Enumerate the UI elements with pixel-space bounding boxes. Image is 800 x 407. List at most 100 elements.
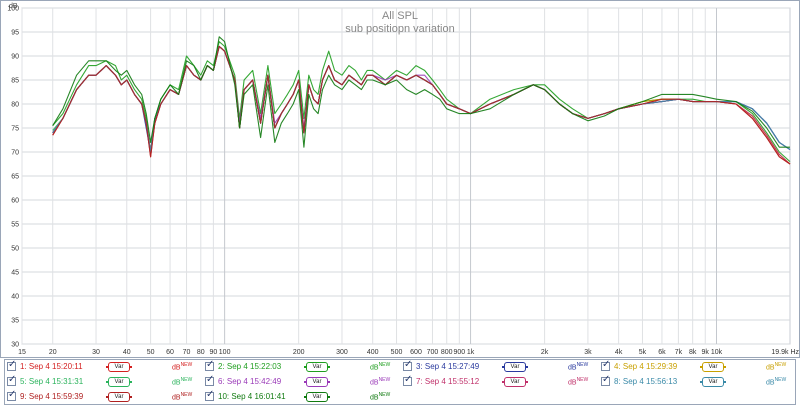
legend-row: 1: Sep 4 15:20:11VardBNEW2: Sep 4 15:22:…: [5, 359, 797, 375]
series-visible-checkbox[interactable]: [7, 359, 16, 371]
variance-button[interactable]: Var: [504, 377, 526, 387]
series-name-label: 6: Sep 4 15:42:49: [218, 377, 282, 386]
series-visible-checkbox[interactable]: [205, 359, 214, 371]
x-tick-label: 40: [123, 349, 131, 356]
series-visible-checkbox[interactable]: [7, 374, 16, 386]
db-new-label[interactable]: dBNEW: [766, 377, 786, 386]
variance-button[interactable]: Var: [702, 377, 724, 387]
spl-chart: 30 35 40 45 50 55 60 65 70 75 80 85 90 95 100 15 20 30 40 5…: [0, 0, 800, 358]
x-tick-label: 9k: [702, 349, 710, 356]
x-tick-label: 30: [92, 349, 100, 356]
x-tick-label: 900: [453, 349, 465, 356]
db-text: dB: [766, 379, 775, 387]
db-new-sup: NEW: [180, 377, 193, 383]
db-new-label[interactable]: dBNEW: [370, 392, 390, 401]
x-tick-label: 15: [18, 349, 26, 356]
x-tick-label: 70: [183, 349, 191, 356]
y-tick-label: 90: [11, 54, 19, 61]
variance-button[interactable]: Var: [108, 362, 130, 372]
series-visible-checkbox[interactable]: [601, 359, 610, 371]
series-visible-checkbox[interactable]: [403, 374, 412, 386]
y-axis-label: dB: [9, 3, 18, 10]
series-name-label: 9: Sep 4 15:59:39: [20, 392, 84, 401]
y-tick-label: 100: [7, 6, 19, 13]
chart-border: [0, 0, 800, 358]
x-tick-label: 500: [391, 349, 403, 356]
db-text: dB: [370, 394, 379, 402]
db-text: dB: [370, 364, 379, 372]
series-visible-checkbox[interactable]: [205, 389, 214, 401]
db-new-sup: NEW: [576, 362, 589, 368]
db-new-label[interactable]: dBNEW: [370, 362, 390, 371]
legend-row: 5: Sep 4 15:31:31VardBNEW6: Sep 4 15:42:…: [5, 374, 795, 390]
series-visible-checkbox[interactable]: [205, 374, 214, 386]
db-text: dB: [172, 394, 181, 402]
db-new-label[interactable]: dBNEW: [172, 377, 192, 386]
variance-button[interactable]: Var: [306, 362, 328, 372]
db-new-label[interactable]: dBNEW: [568, 377, 588, 386]
db-new-sup: NEW: [378, 377, 391, 383]
x-tick-label: 5k: [639, 349, 647, 356]
x-tick-label: 6k: [658, 349, 666, 356]
series-line-10: [52, 36, 790, 148]
series-visible-checkbox[interactable]: [601, 374, 610, 386]
db-new-label[interactable]: dBNEW: [172, 362, 192, 371]
x-tick-label: 20: [49, 349, 57, 356]
x-tick-label: 800: [441, 349, 453, 356]
db-new-sup: NEW: [180, 392, 193, 398]
y-tick-label: 95: [11, 30, 19, 37]
db-text: dB: [766, 364, 775, 372]
variance-button[interactable]: Var: [108, 392, 130, 402]
db-text: dB: [370, 379, 379, 387]
legend-entry: 7: Sep 4 15:55:12 Var dBNEW: [401, 374, 599, 390]
db-new-label[interactable]: dBNEW: [370, 377, 390, 386]
db-new-sup: NEW: [576, 377, 589, 383]
x-tick-label: 200: [293, 349, 305, 356]
legend-entry: 3: Sep 4 15:27:49 Var dBNEW: [401, 359, 599, 375]
variance-button[interactable]: Var: [504, 362, 526, 372]
series-legend: 1: Sep 4 15:20:11VardBNEW2: Sep 4 15:22:…: [4, 359, 796, 405]
x-tick-label: 700: [427, 349, 439, 356]
legend-entry: 4: Sep 4 15:29:39 Var dBNEW: [599, 359, 797, 375]
x-tick-label: 90: [209, 349, 217, 356]
x-tick-label: 2k: [541, 349, 549, 356]
legend-entry: 5: Sep 4 15:31:31 Var dBNEW: [5, 374, 203, 390]
variance-button[interactable]: Var: [306, 392, 328, 402]
x-tick-label: 600: [410, 349, 422, 356]
y-tick-label: 35: [11, 318, 19, 325]
axis-layer: 30 35 40 45 50 55 60 65 70 75 80 85 90 95 100 15 20 30 40 5…: [7, 6, 799, 357]
chart-subtitle: sub positiopn variation: [345, 23, 454, 35]
legend-entry: 6: Sep 4 15:42:49 Var dBNEW: [203, 374, 401, 390]
y-tick-label: 50: [11, 246, 19, 253]
y-tick-label: 70: [11, 150, 19, 157]
variance-button[interactable]: Var: [702, 362, 724, 372]
x-tick-label: 60: [166, 349, 174, 356]
db-new-sup: NEW: [378, 362, 391, 368]
y-tick-label: 75: [11, 126, 19, 133]
y-tick-label: 60: [11, 198, 19, 205]
series-name-label: 5: Sep 4 15:31:31: [20, 377, 84, 386]
db-new-sup: NEW: [774, 377, 787, 383]
x-tick-label: 100: [219, 349, 231, 356]
legend-entry: 1: Sep 4 15:20:11 Var dBNEW: [5, 359, 203, 375]
series-visible-checkbox[interactable]: [7, 389, 16, 401]
db-text: dB: [172, 379, 181, 387]
y-tick-label: 80: [11, 102, 19, 109]
y-tick-label: 55: [11, 222, 19, 229]
y-tick-label: 65: [11, 174, 19, 181]
x-tick-label: 7k: [675, 349, 683, 356]
series-visible-checkbox[interactable]: [403, 359, 412, 371]
x-tick-label: 10k: [711, 349, 723, 356]
variance-button[interactable]: Var: [306, 377, 328, 387]
legend-entry: 2: Sep 4 15:22:03 Var dBNEW: [203, 359, 401, 375]
variance-button[interactable]: Var: [108, 377, 130, 387]
x-tick-label: 400: [367, 349, 379, 356]
db-new-label[interactable]: dBNEW: [568, 362, 588, 371]
db-new-sup: NEW: [774, 362, 787, 368]
x-tick-label: 19.9k Hz: [771, 349, 799, 356]
series-name-label: 2: Sep 4 15:22:03: [218, 362, 282, 371]
db-new-label[interactable]: dBNEW: [766, 362, 786, 371]
y-tick-label: 45: [11, 270, 19, 277]
series-name-label: 3: Sep 4 15:27:49: [416, 362, 480, 371]
db-new-label[interactable]: dBNEW: [172, 392, 192, 401]
